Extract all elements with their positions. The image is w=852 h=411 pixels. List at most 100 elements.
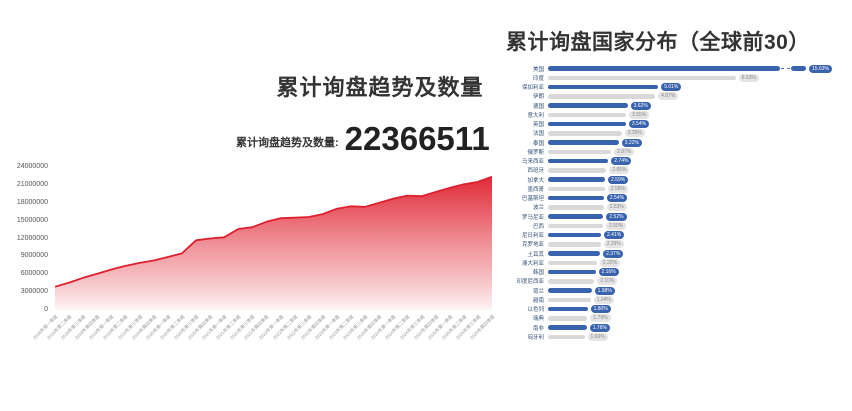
- country-label: 瑞典: [532, 316, 544, 323]
- percentage-pill: 2.50%: [606, 221, 627, 230]
- country-bar: [548, 251, 601, 256]
- y-axis-tick-label: 6000000: [20, 270, 48, 278]
- percentage-pill: 3.54%: [628, 120, 650, 129]
- percentage-pill: 2.54%: [606, 194, 628, 203]
- country-bar: [548, 131, 622, 136]
- bar-row: 西班牙 2.65%: [500, 166, 850, 175]
- percentage-pill: 1.66%: [587, 332, 608, 341]
- percentage-pill: 3.55%: [629, 110, 650, 119]
- country-label: 澳大利亚: [521, 260, 544, 267]
- bar-row: 澳大利亚 2.22%: [500, 258, 850, 267]
- percentage-pill: 2.39%: [603, 240, 624, 249]
- y-axis-tick-label: 12000000: [16, 234, 48, 242]
- bar-row: 法国 3.35%: [500, 129, 850, 138]
- bar-row: 荷兰 1.98%: [500, 286, 850, 295]
- country-label: 俄罗斯: [527, 149, 544, 156]
- percentage-pill: 2.87%: [614, 147, 635, 156]
- percentage-pill: 1.98%: [594, 286, 615, 295]
- bar-row: 波兰 2.53%: [500, 203, 850, 212]
- country-bar: [548, 140, 619, 145]
- percentage-pill: 2.52%: [606, 212, 627, 221]
- percentage-pill: 5.01%: [661, 83, 682, 92]
- percentage-pill: 2.65%: [609, 166, 630, 175]
- bar-row: 印度 8.53%: [500, 73, 850, 82]
- y-axis-tick-label: 3000000: [20, 288, 48, 296]
- country-label: 保加利亚: [521, 85, 544, 92]
- country-bar: [548, 260, 597, 266]
- country-bar: [548, 269, 596, 275]
- bar-row: 韩国 2.16%: [500, 268, 850, 277]
- percentage-pill: 2.41%: [604, 231, 625, 240]
- percentage-pill: 2.53%: [606, 203, 627, 212]
- bar-row: 俄罗斯 2.87%: [500, 147, 850, 156]
- country-label: 匈牙利: [527, 334, 544, 341]
- country-bar: [548, 279, 595, 284]
- country-bar: [548, 205, 604, 210]
- country-bar: [548, 325, 587, 330]
- percentage-pill: 2.22%: [599, 258, 620, 267]
- country-label: 以色列: [527, 307, 544, 314]
- country-bar: [548, 149, 612, 155]
- percentage-pill: 4.87%: [658, 92, 679, 101]
- country-label: 墨西哥: [527, 186, 544, 193]
- country-bar: [548, 177, 605, 182]
- country-bar: [548, 112, 627, 118]
- country-label: 法国: [532, 131, 544, 138]
- percentage-pill: 1.79%: [590, 314, 611, 323]
- area-fill: [55, 176, 492, 310]
- percentage-pill: 2.10%: [597, 277, 618, 286]
- bar-row: 加拿大 2.59%: [500, 175, 850, 184]
- bar-row: 巴基斯坦 2.54%: [500, 194, 850, 203]
- bar-row: 以色列 1.80%: [500, 305, 850, 314]
- inquiry-total-label: 累计询盘趋势及数量:: [236, 137, 339, 149]
- percentage-pill: 2.16%: [598, 268, 619, 277]
- percentage-pill: 15.63%: [809, 64, 832, 73]
- country-label: 英国: [532, 122, 544, 129]
- country-label: 加拿大: [527, 177, 544, 184]
- bar-row: 匈牙利 1.66%: [500, 332, 850, 341]
- bar-row: 泰国 3.22%: [500, 138, 850, 147]
- country-label: 印度: [532, 75, 544, 82]
- country-bar: [548, 94, 656, 99]
- bar-row: 伊朗 4.87%: [500, 92, 850, 101]
- bar-row: 美国 15.63%: [500, 64, 850, 73]
- trend-chart-title: 累计询盘趋势及数量: [276, 75, 484, 100]
- bar-row: 罗马尼亚 2.52%: [500, 212, 850, 221]
- country-bar-chart: 美国 15.63% 印度 8.53% 保加利亚 5.01% 伊朗 4.87% 德国 3.62% 意大…: [500, 64, 850, 342]
- country-label: 波兰: [532, 205, 544, 212]
- bar-row: 印度尼西亚 2.10%: [500, 277, 850, 286]
- country-label: 巴基斯坦: [521, 196, 544, 203]
- bar-row: 保加利亚 5.01%: [500, 83, 850, 92]
- percentage-pill: 8.53%: [738, 73, 759, 82]
- country-label: 越南: [532, 297, 544, 304]
- country-label: 韩国: [532, 270, 544, 277]
- y-axis-tick-label: 21000000: [16, 180, 48, 188]
- country-label: 荷兰: [532, 288, 544, 295]
- country-bar: [548, 195, 604, 201]
- area-plot-svg: [55, 175, 492, 310]
- bar-row: 尼日利亚 2.41%: [500, 231, 850, 240]
- y-axis-tick-label: 9000000: [20, 252, 48, 260]
- country-label: 土耳其: [527, 251, 544, 258]
- y-axis-tick-label: 0: [44, 306, 48, 313]
- inquiry-total-metric: 累计询盘趋势及数量: 22366511: [236, 122, 490, 155]
- bar-row: 马来西亚 2.74%: [500, 157, 850, 166]
- country-label: 西班牙: [527, 168, 544, 175]
- percentage-pill: 2.37%: [603, 249, 624, 258]
- country-label: 伊朗: [532, 94, 544, 101]
- percentage-pill: 1.76%: [589, 323, 610, 332]
- truncated-bar-segment: [791, 66, 806, 71]
- y-axis-tick-label: 15000000: [16, 216, 48, 224]
- y-axis-tick-label: 18000000: [16, 198, 48, 206]
- country-label: 巴西: [532, 223, 544, 230]
- country-label: 意大利: [527, 112, 544, 119]
- percentage-pill: 3.22%: [621, 138, 642, 147]
- country-bar: [548, 103, 628, 108]
- country-bar: [548, 66, 780, 71]
- country-label: 南非: [532, 325, 544, 332]
- percentage-pill: 2.59%: [608, 175, 629, 184]
- y-axis-tick-label: 24000000: [16, 163, 48, 170]
- country-bar: [548, 168, 607, 173]
- inquiry-total-value: 22366511: [344, 120, 490, 157]
- bar-row: 越南 1.94%: [500, 295, 850, 304]
